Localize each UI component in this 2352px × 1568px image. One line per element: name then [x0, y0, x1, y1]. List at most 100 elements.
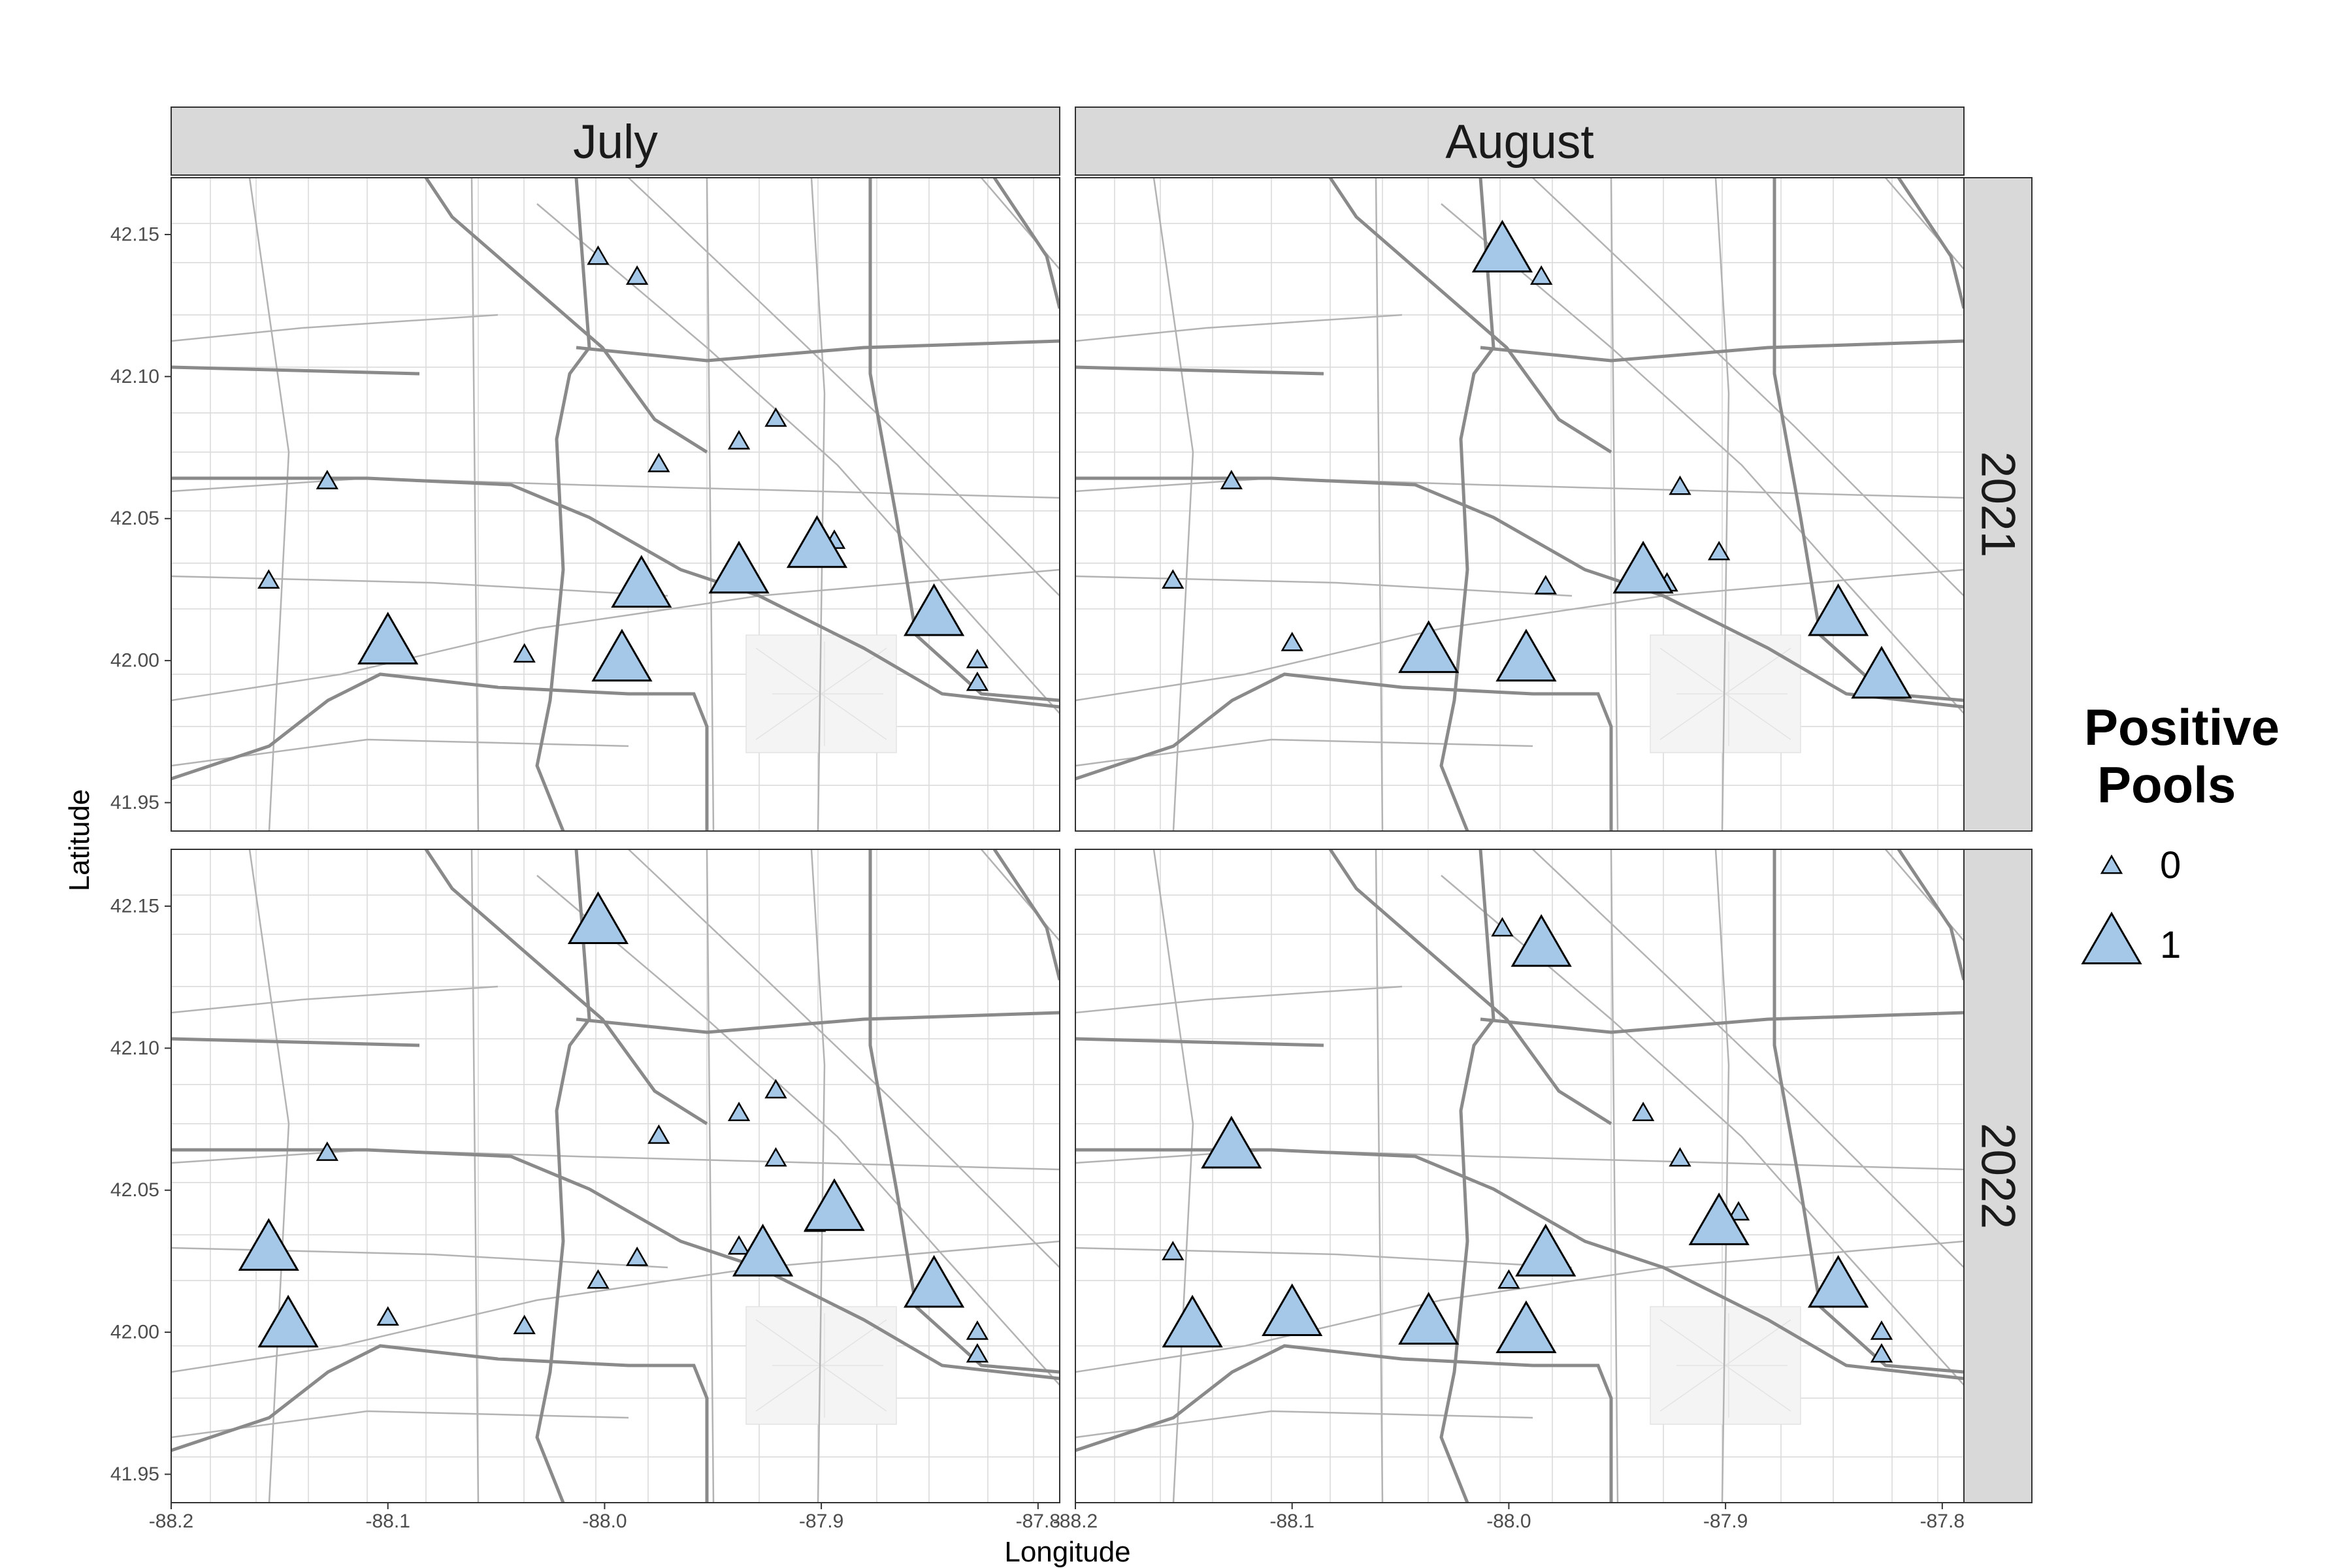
y-axis-row-2021: 41.95 42.00 42.05 42.10 42.15: [110, 223, 171, 813]
strip-2022: [1963, 849, 2033, 1503]
trap-marker-negative: [513, 643, 536, 663]
trap-marker-positive: [732, 1224, 794, 1277]
trap-marker-negative: [1669, 1147, 1691, 1167]
trap-marker-positive: [238, 1218, 299, 1271]
y-tick-label: 42.00: [110, 1322, 159, 1343]
trap-marker-positive: [1471, 220, 1533, 273]
trap-marker-positive: [1262, 1283, 1323, 1337]
trap-marker-positive: [567, 891, 629, 945]
x-tick-label: -88.2: [1053, 1511, 1098, 1532]
trap-marker-negative: [626, 1246, 649, 1266]
trap-marker-negative: [1530, 265, 1553, 285]
x-axis-august: -88.2 -88.1 -88.0 -87.9 -87.8: [1053, 1503, 1965, 1532]
trap-marker-positive: [1495, 1300, 1557, 1354]
legend-title-line2: Pools: [2097, 756, 2236, 813]
trap-marker-negative: [727, 1235, 751, 1255]
strip-july: [171, 106, 1060, 176]
markers-layer: [257, 245, 989, 691]
basemap: [171, 849, 1060, 1503]
markers-layer: [1162, 220, 1912, 699]
y-tick-label: 42.00: [110, 650, 159, 672]
trap-marker-negative: [376, 1306, 399, 1326]
trap-marker-negative: [626, 265, 649, 285]
legend: Positive Pools 0 1: [2081, 698, 2279, 966]
markers-layer: [238, 891, 989, 1363]
panel-july-2022: [171, 849, 1060, 1503]
strip-2021: [1963, 177, 2033, 832]
trap-marker-positive: [786, 515, 848, 568]
legend-key-0: [2100, 854, 2123, 874]
x-axis-july: -88.2 -88.1 -88.0 -87.9 -87.8: [149, 1503, 1060, 1532]
legend-marker-1: [2081, 911, 2142, 964]
panel-august-2021: [1075, 177, 1965, 832]
legend-key-1: [2081, 911, 2142, 964]
trap-marker-negative: [764, 1147, 787, 1167]
strip-august: [1075, 106, 1965, 176]
trap-marker-positive: [611, 555, 672, 608]
trap-marker-negative: [1497, 1269, 1520, 1289]
trap-marker-positive: [1808, 1254, 1869, 1308]
strip-label-2022: 2022: [1972, 1123, 2025, 1229]
x-tick-label: -88.0: [582, 1511, 627, 1532]
trap-marker-positive: [357, 612, 419, 665]
trap-marker-negative: [966, 1320, 989, 1340]
x-tick-label: -88.1: [366, 1511, 410, 1532]
trap-marker-negative: [1281, 631, 1303, 651]
basemap: [1075, 849, 1964, 1503]
trap-marker-positive: [904, 583, 965, 636]
y-tick-label: 41.95: [110, 1463, 159, 1485]
trap-marker-negative: [1631, 1102, 1655, 1121]
trap-marker-negative: [316, 1141, 338, 1161]
trap-marker-positive: [708, 540, 770, 594]
trap-marker-negative: [1534, 574, 1557, 595]
trap-marker-positive: [1162, 1294, 1223, 1348]
trap-marker-negative: [1727, 1201, 1750, 1221]
trap-marker-negative: [1491, 917, 1514, 937]
basemap: [1075, 178, 1964, 831]
trap-marker-positive: [1398, 1292, 1460, 1345]
y-axis-title: Latitude: [63, 789, 95, 892]
trap-marker-negative: [316, 470, 338, 489]
strip-label-august: August: [1445, 116, 1593, 169]
y-tick-label: 41.95: [110, 792, 159, 813]
trap-marker-negative: [647, 453, 670, 472]
x-tick-label: -87.9: [799, 1511, 843, 1532]
trap-marker-negative: [1220, 470, 1243, 489]
panel-border: [171, 849, 1060, 1503]
trap-marker-negative: [1162, 1241, 1184, 1261]
x-tick-label: -87.8: [1016, 1511, 1060, 1532]
trap-marker-negative: [1708, 540, 1731, 561]
row-strips: 2021 2022: [1963, 177, 2033, 1503]
trap-marker-positive: [257, 1294, 319, 1348]
panel-border: [1075, 177, 1965, 832]
panel-border: [171, 177, 1060, 832]
trap-marker-positive: [804, 1178, 865, 1232]
y-tick-label: 42.15: [110, 895, 159, 917]
y-tick-label: 42.05: [110, 1179, 159, 1201]
trap-marker-negative: [966, 649, 989, 668]
panel-july-2021: [171, 177, 1060, 832]
trap-marker-negative: [1870, 1320, 1893, 1340]
trap-marker-positive: [1515, 1224, 1576, 1277]
y-tick-label: 42.10: [110, 366, 159, 387]
x-tick-label: -88.0: [1486, 1511, 1531, 1532]
panel-border: [1075, 849, 1965, 1503]
strip-label-2021: 2021: [1972, 451, 2025, 557]
trap-marker-negative: [257, 569, 280, 589]
x-tick-label: -87.8: [1920, 1511, 1965, 1532]
trap-marker-negative: [587, 1269, 610, 1289]
trap-marker-negative: [513, 1315, 536, 1335]
y-axis-row-2022: 41.95 42.00 42.05 42.10 42.15: [110, 895, 171, 1485]
trap-marker-positive: [1201, 1115, 1262, 1169]
trap-marker-positive: [1688, 1192, 1750, 1245]
trap-marker-positive: [1398, 620, 1460, 674]
trap-marker-negative: [764, 407, 787, 427]
trap-marker-negative: [647, 1124, 670, 1144]
column-strips: July August: [171, 106, 1965, 176]
legend-label-1: 1: [2160, 924, 2181, 966]
trap-marker-negative: [1162, 569, 1184, 589]
strip-label-july: July: [573, 116, 658, 169]
x-axis-title: Longitude: [1004, 1536, 1130, 1568]
trap-marker-negative: [587, 245, 610, 265]
x-tick-label: -88.2: [149, 1511, 193, 1532]
